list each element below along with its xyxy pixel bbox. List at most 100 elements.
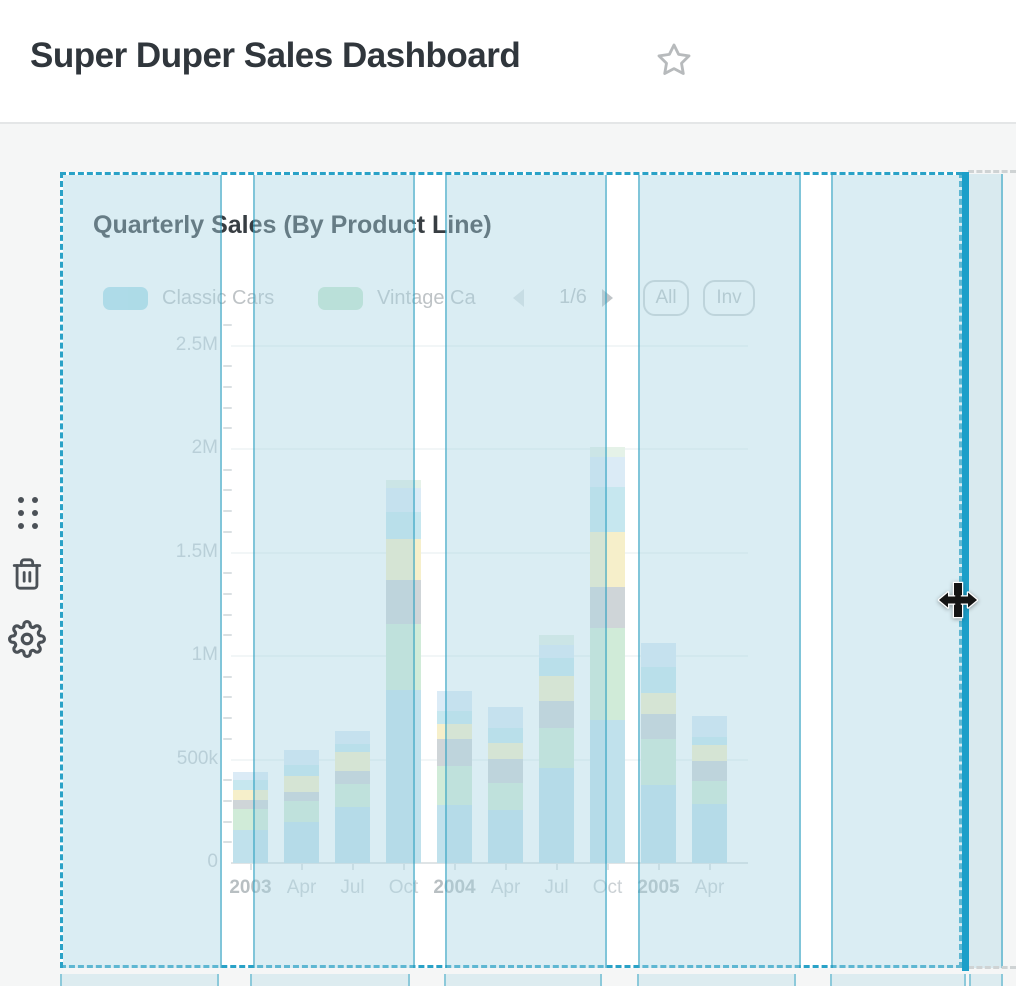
chevron-left-icon[interactable] [508, 287, 530, 309]
bar-segment[interactable] [641, 642, 676, 668]
bar-segment[interactable] [692, 804, 727, 863]
bar-segment[interactable] [590, 486, 625, 533]
bar-segment[interactable] [590, 532, 625, 588]
bar-segment[interactable] [641, 667, 676, 694]
legend-select-all-button[interactable]: All [643, 280, 689, 316]
legend-label: Classic Cars [162, 286, 275, 309]
bar-segment[interactable] [539, 700, 574, 729]
bar-segment[interactable] [539, 767, 574, 863]
x-axis-label: Oct [592, 877, 623, 898]
gear-icon[interactable] [8, 615, 46, 666]
legend-item-vintage-cars[interactable]: Vintage Ca [318, 278, 476, 318]
bar-segment[interactable] [284, 776, 319, 792]
bar-segment[interactable] [233, 829, 268, 863]
trash-icon[interactable] [10, 551, 44, 600]
resize-handle-right[interactable] [962, 172, 969, 971]
bar-segment[interactable] [437, 723, 472, 739]
bar-segment[interactable] [386, 480, 421, 489]
x-axis-tick [555, 864, 558, 870]
drag-handle-icon[interactable] [18, 497, 38, 529]
x-axis-tick [657, 864, 660, 870]
y-axis-minor-tick [223, 468, 232, 471]
drag-handle-dots [18, 497, 38, 529]
bar-segment[interactable] [488, 707, 523, 728]
x-axis-tick [453, 864, 456, 870]
bar-segment[interactable] [641, 738, 676, 786]
y-axis-minor-tick [223, 530, 232, 533]
bar-segment[interactable] [641, 785, 676, 863]
bar-segment[interactable] [488, 810, 523, 863]
bar-segment[interactable] [386, 539, 421, 581]
bar-segment[interactable] [590, 447, 625, 458]
bar-segment[interactable] [284, 791, 319, 801]
bar-segment[interactable] [335, 752, 370, 771]
bar-segment[interactable] [335, 770, 370, 785]
bar-segment[interactable] [386, 488, 421, 513]
bar-segment[interactable] [539, 657, 574, 677]
bar-segment[interactable] [386, 512, 421, 540]
bar-segment[interactable] [233, 780, 268, 790]
legend-page-indicator: 1/6 [559, 286, 587, 308]
y-axis-minor-tick [223, 365, 232, 368]
bar-segment[interactable] [488, 727, 523, 744]
bar-segment[interactable] [284, 764, 319, 777]
bar-segment[interactable] [539, 644, 574, 658]
bar-segment[interactable] [335, 784, 370, 808]
bar-segment[interactable] [437, 738, 472, 766]
dashboard-card[interactable]: Classic Cars Vintage Ca 1/6 All Inv 0 500… [60, 172, 965, 968]
bar-segment[interactable] [437, 690, 472, 712]
y-axis-minor-tick [223, 572, 232, 575]
bar-segment[interactable] [233, 789, 268, 801]
star-icon[interactable] [656, 42, 692, 78]
bar-segment[interactable] [692, 744, 727, 761]
y-axis-minor-tick [223, 510, 232, 513]
x-axis-tick [606, 864, 609, 870]
y-axis-label: 2M [191, 437, 218, 458]
bar-segment[interactable] [590, 720, 625, 863]
bar-segment[interactable] [488, 783, 523, 811]
bar-segment[interactable] [335, 807, 370, 863]
bar-segment[interactable] [641, 713, 676, 739]
bar-segment[interactable] [335, 743, 370, 753]
bar-segment[interactable] [386, 580, 421, 624]
y-axis-label: 1.5M [175, 540, 218, 562]
chevron-right-icon[interactable] [596, 287, 618, 309]
x-axis-tick [351, 864, 354, 870]
bar-segment[interactable] [386, 690, 421, 863]
bar-segment[interactable] [488, 743, 523, 759]
bar-segment[interactable] [233, 800, 268, 810]
bar-segment[interactable] [641, 693, 676, 714]
bar-segment[interactable] [437, 805, 472, 863]
x-axis-label: Apr [694, 877, 725, 898]
dashboard-header: Super Duper Sales Dashboard [0, 0, 1016, 124]
y-axis-minor-tick [223, 613, 232, 616]
bar-segment[interactable] [590, 628, 625, 721]
bar-segment[interactable] [539, 635, 574, 645]
y-axis-minor-tick [223, 820, 232, 823]
legend-item-classic-cars[interactable]: Classic Cars [103, 278, 274, 318]
bar-segment[interactable] [335, 730, 370, 744]
bar-segment[interactable] [590, 587, 625, 629]
bar-segment[interactable] [437, 765, 472, 806]
stacked-bar-chart: 0 500k 1M 1.5M 2M 2.5M 2003 Apr Jul Oct 2004 Apr Jul… [63, 175, 962, 968]
x-axis-tick [402, 864, 405, 870]
bar-segment[interactable] [284, 749, 319, 765]
legend-invert-button[interactable]: Inv [703, 280, 755, 316]
bar-segment[interactable] [386, 623, 421, 691]
bar-segment[interactable] [233, 772, 268, 781]
bar-segment[interactable] [488, 758, 523, 784]
bar-segment[interactable] [590, 457, 625, 487]
bar-segment[interactable] [692, 760, 727, 782]
bar-segment[interactable] [437, 711, 472, 724]
bar-segment[interactable] [233, 809, 268, 830]
bar-segment[interactable] [284, 821, 319, 863]
bar-segment[interactable] [692, 737, 727, 745]
bar-segment[interactable] [692, 781, 727, 804]
y-axis-label: 1M [191, 644, 218, 665]
bar-segment[interactable] [539, 676, 574, 701]
bar-segment[interactable] [692, 716, 727, 738]
x-axis-label: Jul [340, 877, 365, 898]
bar-segment[interactable] [539, 728, 574, 768]
bar-segment[interactable] [284, 800, 319, 822]
